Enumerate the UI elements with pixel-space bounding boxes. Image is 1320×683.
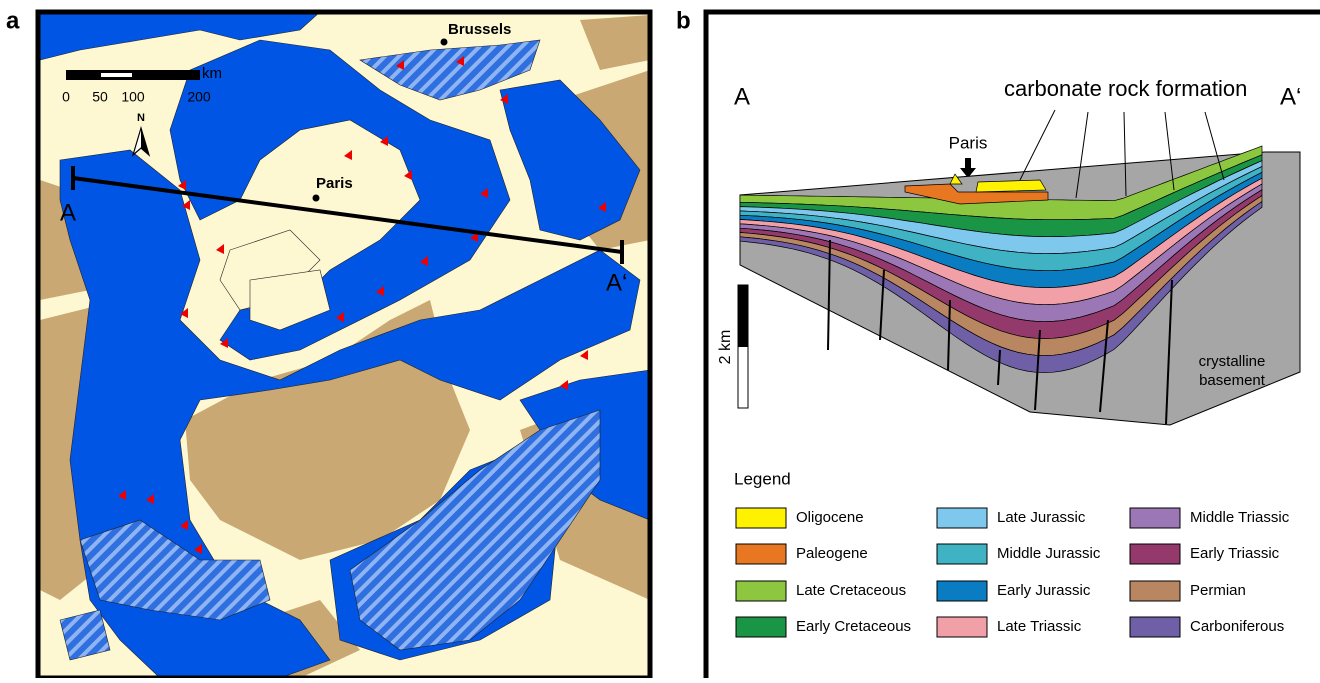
legend-label: Paleogene [796,545,868,562]
city-label: Paris [316,175,353,192]
section-end-label: A‘ [1280,83,1301,110]
scale-tick: 0 [62,89,70,105]
north-label: N [137,112,145,124]
figure: a Brussels Paris km 0 50 100 200 N A A‘ … [0,0,1320,678]
city-label: Paris [949,133,988,152]
legend-swatch [736,544,786,564]
panel-label: b [676,7,691,34]
scale-bar [66,70,200,80]
legend-label: Permian [1190,582,1246,599]
legend-label: Early Triassic [1190,545,1280,562]
legend-label: Early Cretaceous [796,618,911,635]
legend-swatch [736,581,786,601]
legend-label: Carboniferous [1190,618,1284,635]
legend-swatch [1130,617,1180,637]
legend-swatch [937,544,987,564]
legend-label: Middle Jurassic [997,545,1101,562]
city-label: Brussels [448,21,511,38]
legend-swatch [937,581,987,601]
section-end-label: A [60,199,76,226]
section-end-label: A‘ [606,269,627,296]
legend-swatch [736,508,786,528]
scale-tick: 200 [187,89,211,105]
legend-label: Middle Triassic [1190,509,1290,526]
legend: Oligocene Paleogene Late Cretaceous Early C… [736,508,1290,637]
vertical-scale [738,285,748,408]
scale-unit: km [202,65,222,82]
city-dot [313,195,320,202]
legend-swatch [1130,508,1180,528]
city-dot [441,39,448,46]
legend-swatch [1130,544,1180,564]
annotation: carbonate rock formation [1004,76,1247,101]
legend-label: Oligocene [796,509,864,526]
panel-label: a [6,7,20,34]
stratum [976,180,1046,192]
scale-tick: 100 [121,89,145,105]
legend-label: Late Triassic [997,618,1082,635]
map [38,12,650,678]
legend-swatch [937,617,987,637]
legend-label: Late Cretaceous [796,582,906,599]
legend-swatch [736,617,786,637]
scale-tick: 50 [92,89,108,105]
scale-label: 2 km [717,330,734,365]
legend-title: Legend [734,469,791,488]
legend-label: Late Jurassic [997,509,1086,526]
section-end-label: A [734,83,750,110]
legend-swatch [937,508,987,528]
city-arrow [960,158,976,178]
legend-swatch [1130,581,1180,601]
legend-label: Early Jurassic [997,582,1091,599]
